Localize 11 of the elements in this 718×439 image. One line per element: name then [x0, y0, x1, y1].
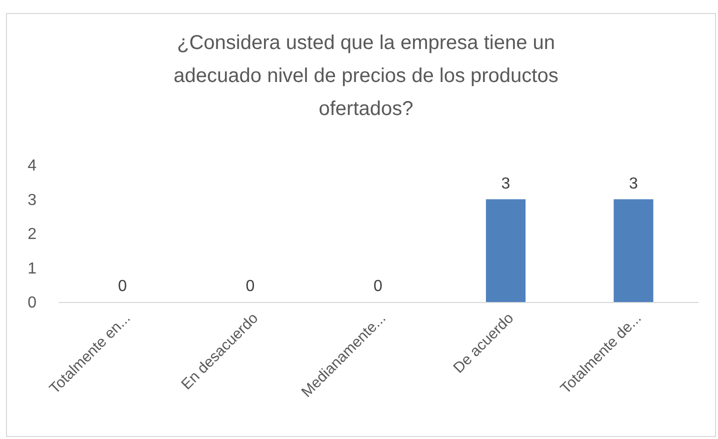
y-tick-label: 4: [28, 158, 37, 174]
data-label: 3: [629, 175, 638, 192]
y-tick-label: 0: [28, 294, 37, 312]
data-label: 0: [374, 278, 383, 295]
data-label: 0: [246, 278, 255, 295]
data-label: 0: [118, 278, 128, 295]
y-tick-label: 1: [28, 260, 37, 278]
y-tick-label: 3: [28, 192, 37, 209]
y-tick-label: 2: [28, 226, 37, 243]
chart-title: ¿Considera usted que la empresa tiene un adecuado nivel de precios de los productos ofertados?: [174, 32, 558, 120]
data-label: 3: [501, 175, 510, 192]
